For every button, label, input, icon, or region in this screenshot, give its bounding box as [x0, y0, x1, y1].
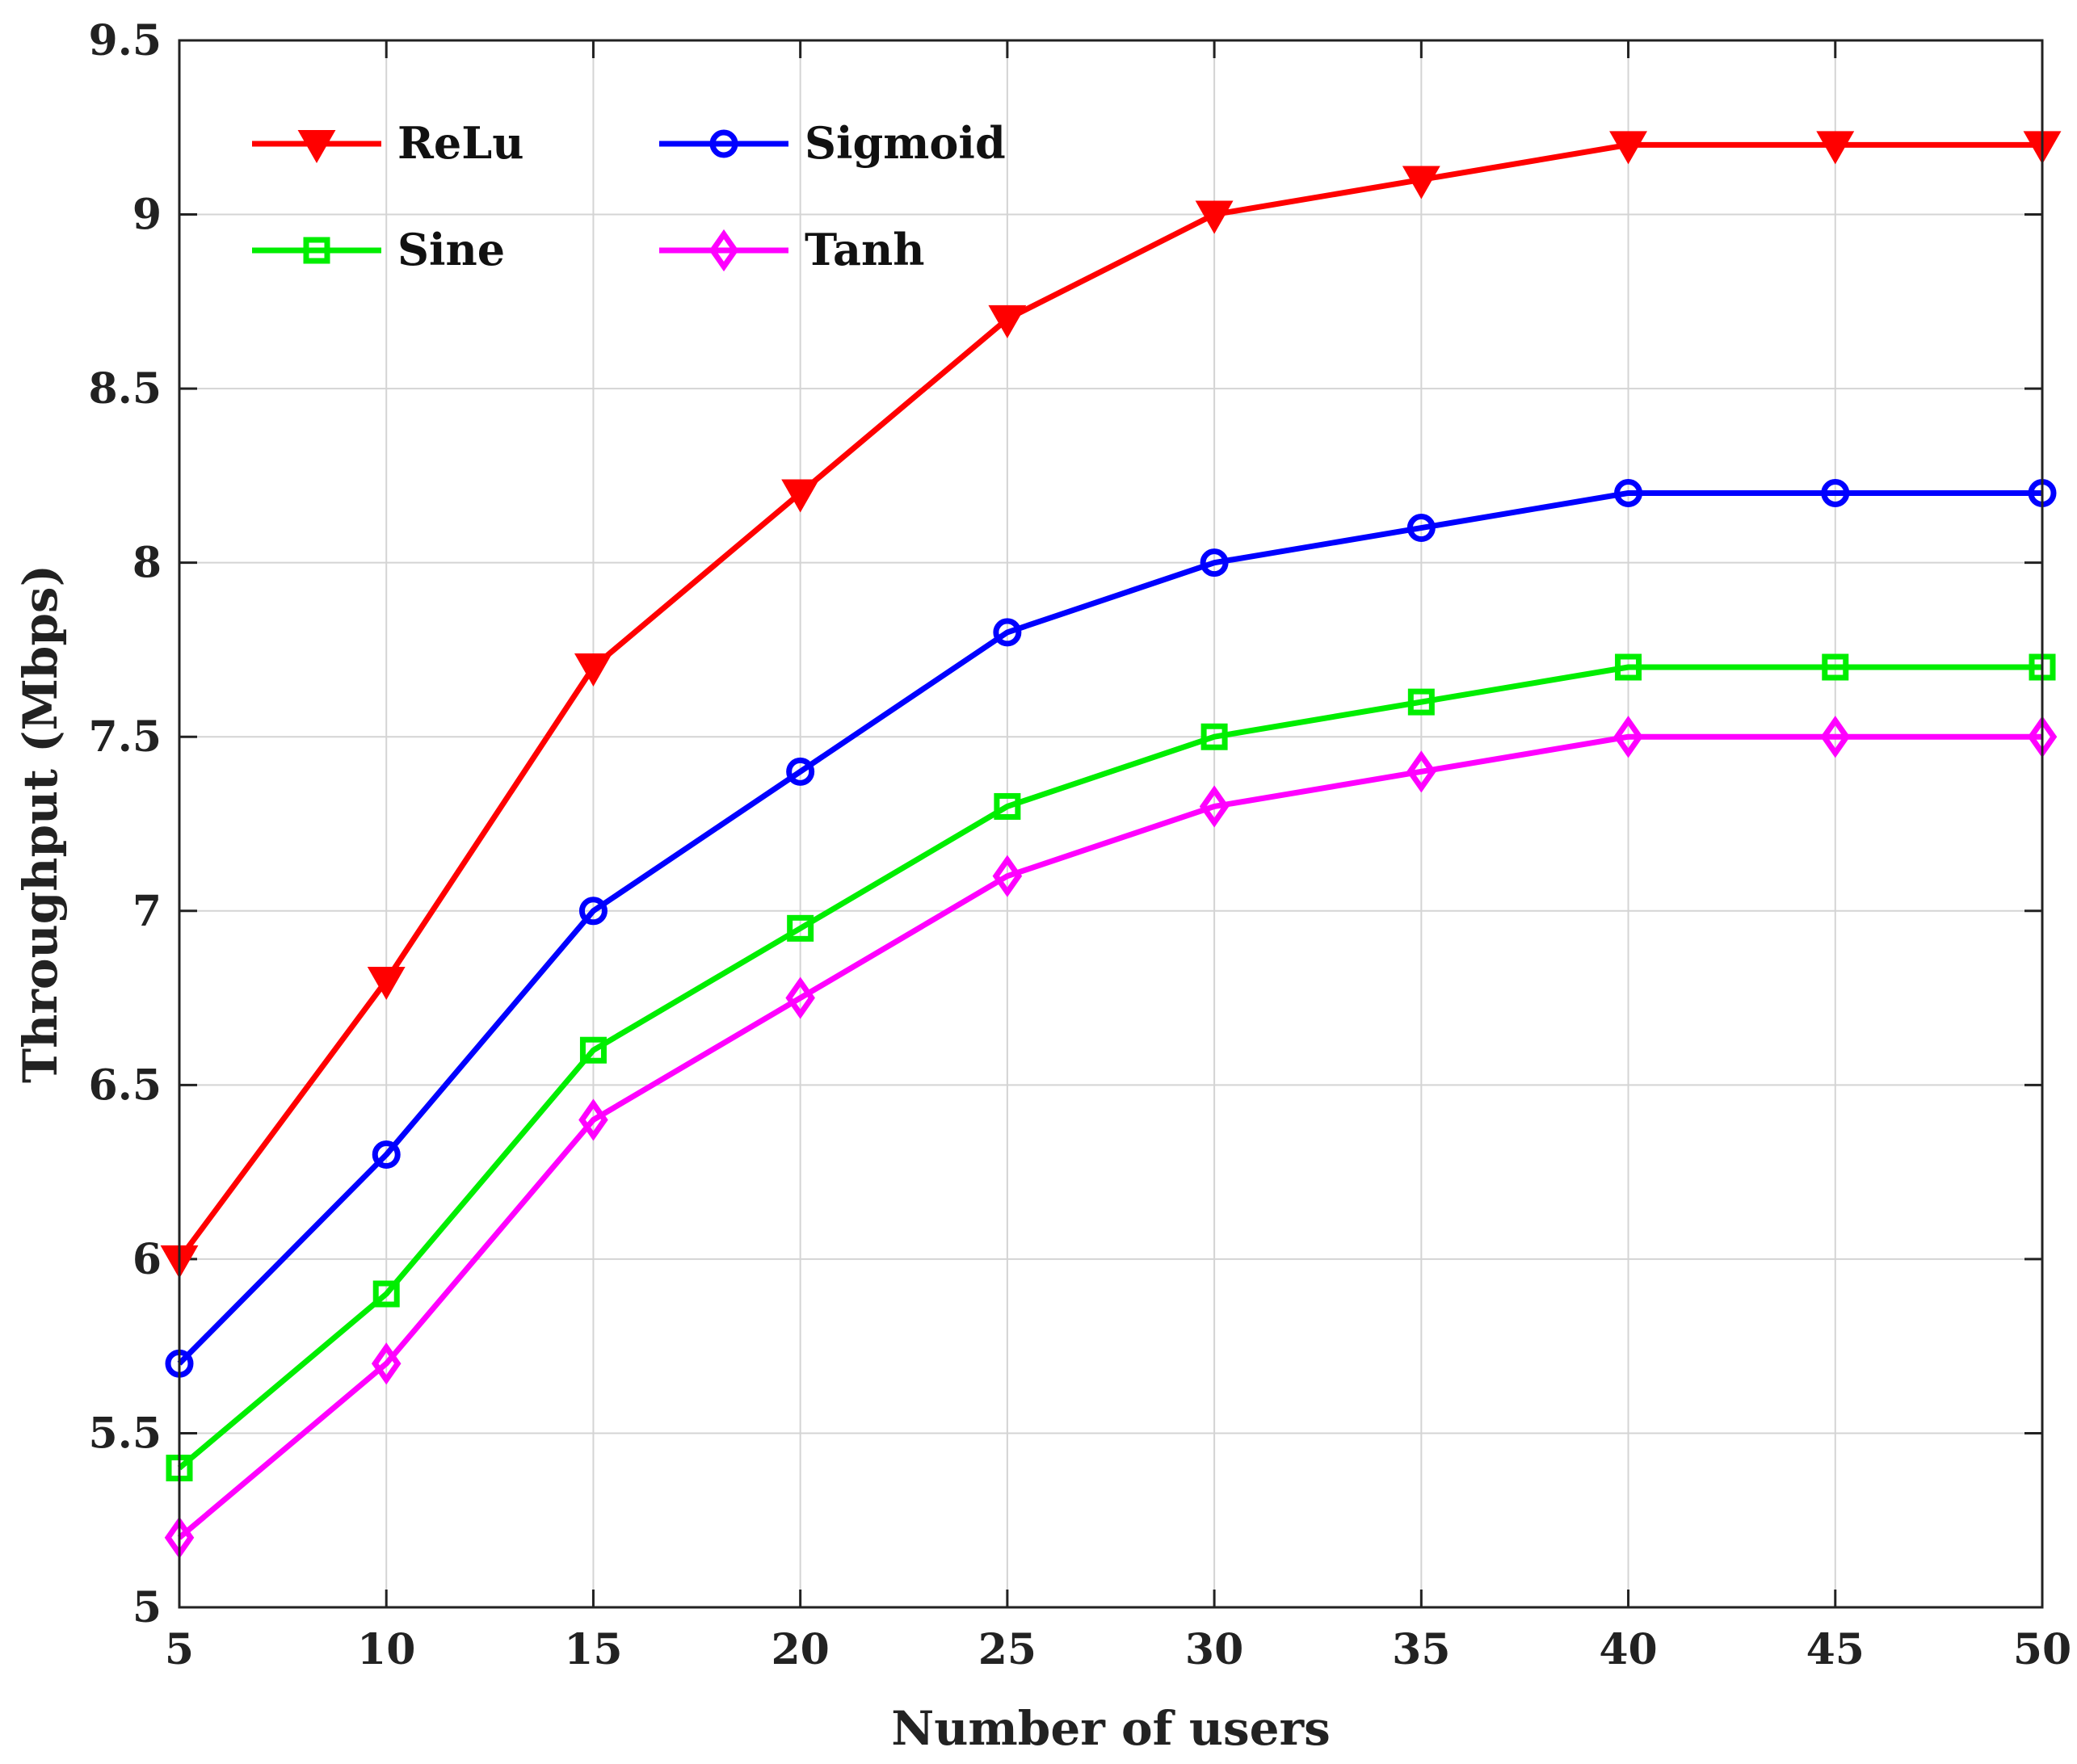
data-point-sigmoid: [1200, 548, 1229, 578]
x-tick-label: 35: [1392, 1625, 1450, 1674]
data-point-sigmoid: [578, 897, 608, 926]
grid-layer: [179, 40, 2043, 1608]
x-tick-label: 25: [978, 1625, 1036, 1674]
x-tick-label: 45: [1806, 1625, 1865, 1674]
legend-item-sine: Sine: [252, 224, 505, 275]
x-tick-label: 30: [1185, 1625, 1243, 1674]
data-point-sine: [579, 1036, 607, 1064]
y-tick-label: 5: [132, 1583, 162, 1632]
y-tick-label: 7.5: [89, 712, 162, 762]
legend-label-tanh: Tanh: [805, 224, 925, 275]
series-layer: [160, 131, 2062, 1559]
data-point-relu: [1816, 131, 1855, 165]
x-tick-label: 10: [357, 1625, 415, 1674]
data-point-relu: [1402, 166, 1440, 200]
tick-layer: 5 10 15 20 25 30 35 40 45 50 5 5.5 6 6.5 7 7.5 8 8.5 9 9.5: [89, 16, 2072, 1674]
data-point-sine: [1407, 688, 1435, 716]
data-point-tanh: [1406, 750, 1436, 793]
y-tick-label: 6: [132, 1235, 162, 1284]
data-point-sine: [787, 914, 814, 942]
legend-item-sigmoid: Sigmoid: [659, 117, 1006, 169]
data-point-tanh: [578, 1098, 608, 1141]
y-tick-label: 8.5: [89, 364, 162, 414]
data-point-sigmoid: [1614, 478, 1643, 507]
data-point-relu: [1609, 131, 1648, 165]
y-tick-label: 7: [132, 887, 162, 936]
data-point-tanh: [785, 976, 815, 1019]
series-sigmoid: [165, 478, 2057, 1378]
data-point-sine: [1200, 723, 1228, 750]
legend-item-tanh: Tanh: [659, 224, 925, 275]
y-tick-label: 9: [132, 191, 162, 240]
data-point-tanh: [1199, 785, 1230, 828]
data-point-tanh: [1613, 716, 1643, 758]
data-point-relu: [781, 479, 820, 513]
data-point-sigmoid: [1821, 478, 1850, 507]
data-point-sigmoid: [993, 618, 1022, 647]
data-point-relu: [1195, 200, 1234, 234]
x-tick-label: 50: [2013, 1625, 2071, 1674]
series-line-sine: [177, 664, 2042, 1471]
x-tick-label: 40: [1599, 1625, 1657, 1674]
legend-label-sine: Sine: [397, 224, 505, 275]
data-point-sigmoid: [372, 1140, 401, 1170]
data-point-sine: [372, 1280, 400, 1308]
x-axis-title: Number of users: [891, 1701, 1331, 1756]
legend-label-sigmoid: Sigmoid: [805, 117, 1006, 169]
y-tick-label: 5.5: [89, 1409, 162, 1458]
x-tick-label: 15: [564, 1625, 622, 1674]
x-tick-label: 20: [771, 1625, 829, 1674]
series-line-sigmoid: [177, 489, 2042, 1366]
data-point-sigmoid: [786, 757, 815, 786]
data-point-sigmoid: [1406, 514, 1436, 543]
series-relu: [160, 131, 2062, 1279]
data-point-relu: [367, 967, 406, 1001]
data-point-tanh: [1820, 716, 1851, 758]
data-point-sine: [1822, 653, 1849, 681]
data-point-relu: [574, 653, 612, 687]
legend-label-relu: ReLu: [397, 117, 523, 169]
data-point-sine: [994, 792, 1021, 820]
data-point-tanh: [371, 1342, 402, 1385]
legend: ReLu Sigmoid Sine Tanh: [252, 117, 1006, 275]
legend-marker-sine: [303, 237, 330, 264]
data-point-sine: [1615, 653, 1642, 681]
plot-frame: [178, 39, 2044, 1609]
data-point-relu: [988, 304, 1027, 338]
series-tanh: [164, 716, 2058, 1559]
x-tick-label: 5: [165, 1625, 194, 1674]
legend-item-relu: ReLu: [252, 117, 523, 169]
y-tick-label: 6.5: [89, 1060, 162, 1110]
legend-marker-sigmoid: [709, 129, 738, 158]
series-line-relu: [177, 141, 2042, 1261]
data-point-tanh: [992, 855, 1023, 897]
legend-marker-relu: [297, 130, 336, 164]
legend-marker-tanh: [708, 229, 739, 272]
y-axis-title: Throughput (Mbps): [13, 565, 68, 1083]
y-tick-label: 9.5: [89, 16, 162, 65]
series-line-tanh: [177, 733, 2042, 1540]
series-sine: [166, 653, 2056, 1482]
y-tick-label: 8: [132, 539, 162, 588]
